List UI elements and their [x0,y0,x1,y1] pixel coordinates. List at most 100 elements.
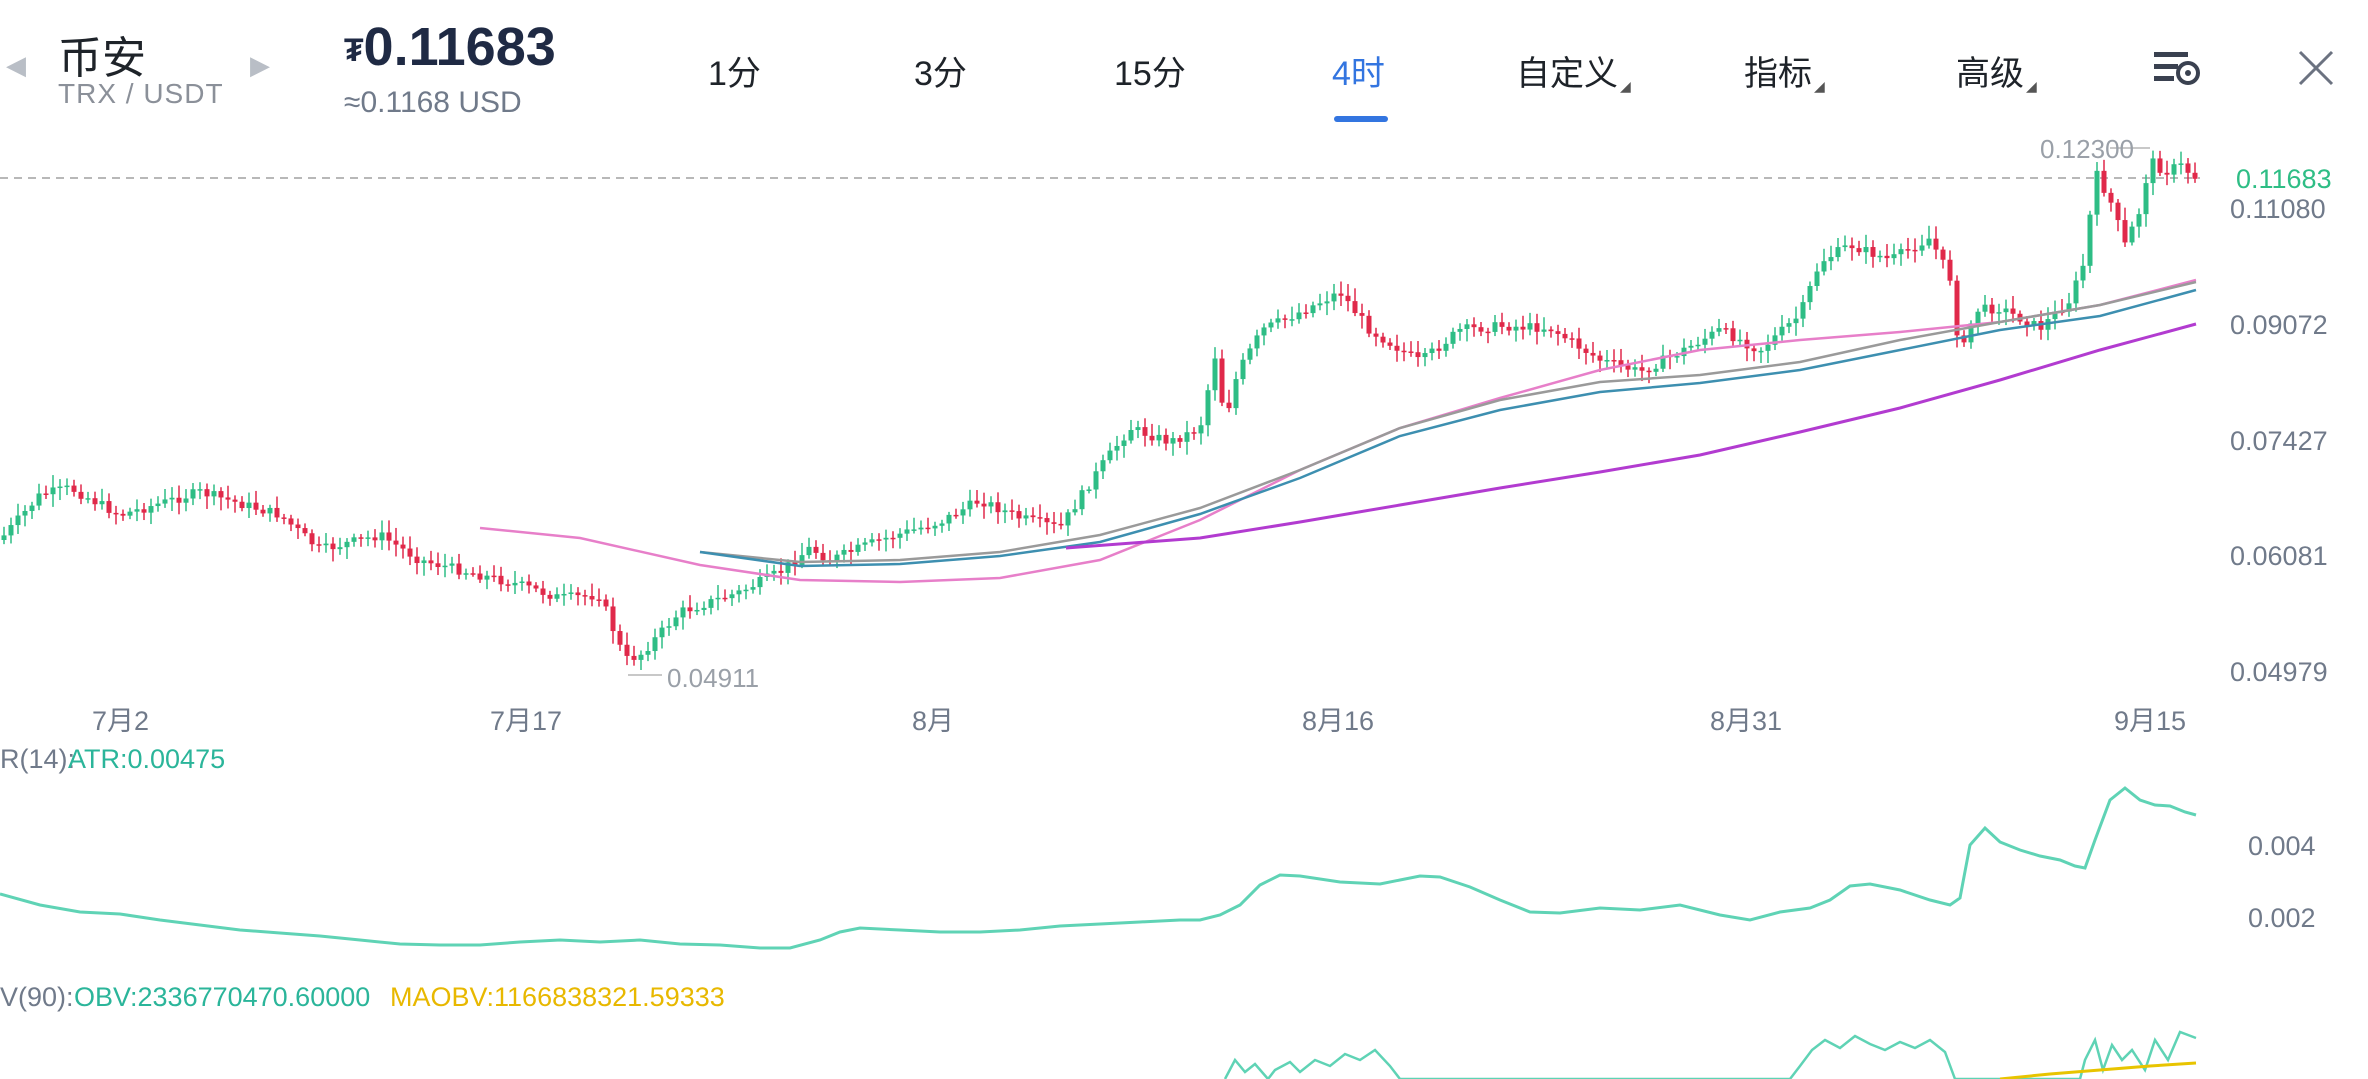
candle-body [1373,333,1379,337]
candle-body [876,539,882,541]
candle-body [1905,249,1911,251]
candle-body [1884,255,1890,259]
candle-body [1961,335,1967,343]
chart-settings-icon[interactable] [2150,44,2206,94]
candle-body [757,577,763,588]
candle-body [1219,358,1225,403]
candle-body [512,582,518,586]
dropdown-triangle-icon: ◢ [2026,78,2037,94]
candle-body [1002,510,1008,513]
tab-4h[interactable]: 4时 [1332,46,1385,95]
candle-body [1695,344,1701,347]
candle-body [218,491,224,498]
candle-body [1639,367,1645,371]
candle-body [1821,261,1827,272]
candle-body [1625,365,1631,370]
candle-body [1401,350,1407,353]
candle-body [533,585,539,589]
candle-body [1926,238,1932,246]
candle-body [1653,368,1659,372]
candle-body [1359,313,1365,316]
candle-body [1954,280,1960,336]
tab-15m[interactable]: 15分 [1114,46,1186,95]
tab-custom[interactable]: 自定义 ◢ [1516,46,1631,95]
candle-body [1443,343,1449,351]
candle-body [2150,158,2156,184]
candle-body [1100,460,1106,472]
y-tick: 0.04979 [2230,657,2328,687]
close-icon[interactable] [2296,48,2336,88]
candle-body [652,637,658,652]
candle-body [2031,321,2037,326]
candle-body [1534,323,1540,332]
y-tick: 0.06081 [2230,541,2328,571]
candle-body [960,509,966,516]
obv-value-label: OBV:2336770470.60000 [74,982,370,1012]
candle-body [1527,323,1533,330]
candle-body [1429,348,1435,354]
x-tick: 7月2 [92,706,149,736]
x-tick: 8月16 [1302,706,1374,736]
candle-body [1415,352,1421,358]
candle-body [99,501,105,505]
tab-label: 高级 [1956,55,2024,93]
candle-body [22,510,28,516]
candle-body [673,617,679,627]
candle-body [1422,353,1428,358]
candle-body [316,544,322,546]
candle-body [1240,359,1246,380]
candle-body [855,544,861,552]
candle-body [750,587,756,590]
x-tick: 8月31 [1710,706,1782,736]
maobv-value-label: MAOBV:1166838321.59333 [390,982,725,1012]
candle-body [36,493,42,506]
candle-body [1296,312,1302,320]
tab-indicators[interactable]: 指标 ◢ [1744,46,1825,95]
chevron-left-icon[interactable]: ◀ [6,50,26,80]
candle-body [1128,430,1134,441]
tab-3m[interactable]: 3分 [914,46,967,95]
candle-body [1324,301,1330,304]
candle-body [1261,327,1267,336]
candle-body [1170,438,1176,444]
candle-body [309,533,315,545]
candle-body [1457,328,1463,332]
candle-body [267,507,273,514]
candle-body [1345,295,1351,302]
candle-body [771,570,777,574]
chevron-right-icon[interactable]: ▶ [250,50,270,80]
candle-body [708,599,714,608]
candle-body [953,514,959,517]
tab-label: 自定义 [1516,55,1618,93]
candle-body [1198,425,1204,434]
candle-body [729,594,735,599]
x-tick: 9月15 [2114,706,2186,736]
candle-body [967,500,973,510]
candle-body [1765,344,1771,351]
candle-body [1737,339,1743,342]
candle-body [1660,355,1666,369]
tab-1m[interactable]: 1分 [708,46,761,95]
candle-body [1870,247,1876,257]
candle-body [1590,352,1596,356]
candle-body [1541,329,1547,332]
candle-body [526,581,532,586]
candle-body [491,575,497,578]
current-price-axis-label: 0.11683 [2236,164,2332,194]
candle-body [155,503,161,507]
candle-body [1940,249,1946,260]
candle-body [890,537,896,540]
candle-body [659,627,665,638]
x-tick: 7月17 [490,706,562,736]
price-usd: ≈0.1168 USD [344,86,522,119]
candle-body [540,588,546,595]
candle-body [1877,255,1883,258]
candle-body [106,501,112,513]
candle-body [15,515,21,526]
candle-body [939,523,945,526]
candle-body [1835,247,1841,258]
candle-body [211,491,217,497]
tab-advanced[interactable]: 高级 ◢ [1956,46,2037,95]
candle-body [351,537,357,542]
